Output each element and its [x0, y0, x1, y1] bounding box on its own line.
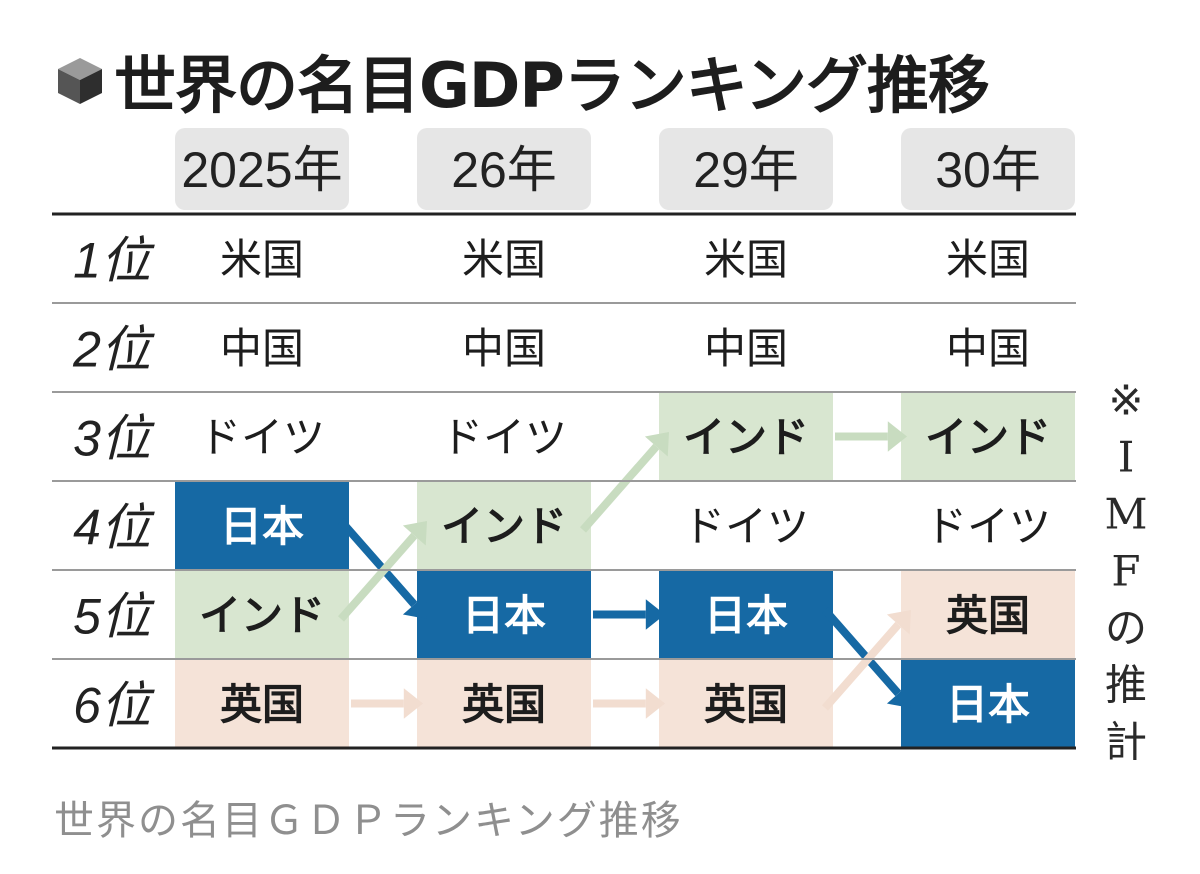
- uk-arrow: [821, 610, 911, 711]
- source-note-char: M: [1104, 490, 1147, 539]
- rank-label: 2位: [72, 322, 155, 378]
- table-cell-label: インド: [683, 413, 809, 462]
- table-cell-label: 米国: [220, 235, 304, 284]
- uk-arrow: [351, 688, 423, 719]
- rank-label: 5位: [73, 589, 155, 645]
- table-cell-label: ドイツ: [683, 502, 809, 551]
- highlight-cell: [659, 659, 833, 748]
- table-cell-label: 米国: [704, 235, 788, 284]
- highlight-cell: [417, 570, 591, 659]
- year-header-label: 29年: [693, 142, 799, 198]
- year-header-bg: [175, 128, 349, 210]
- table-cell-label: ドイツ: [199, 413, 325, 462]
- rank-label: 1位: [73, 233, 155, 289]
- highlight-cell: [175, 659, 349, 748]
- year-header-label: 30年: [935, 142, 1041, 198]
- japan-arrow: [821, 607, 911, 708]
- india-arrow: [337, 521, 427, 622]
- table-cell-label: 日本: [946, 680, 1030, 729]
- table-cell-label: ドイツ: [925, 502, 1051, 551]
- highlight-cell: [175, 570, 349, 659]
- rank-label: 3位: [73, 411, 155, 467]
- highlight-cell: [901, 392, 1075, 481]
- title-text: 世界の名目GDPランキング推移: [114, 49, 990, 122]
- india-arrow: [835, 421, 907, 452]
- table-cell-label: 中国: [462, 324, 546, 373]
- table-cell-label: 英国: [220, 680, 304, 729]
- source-note-char: の: [1105, 604, 1147, 653]
- table-cell-label: 米国: [462, 235, 546, 284]
- year-header-bg: [659, 128, 833, 210]
- year-header-bg: [417, 128, 591, 210]
- table-cell-label: インド: [925, 413, 1051, 462]
- chart-title: 世界の名目GDPランキング推移: [52, 38, 990, 122]
- japan-arrow: [593, 599, 665, 630]
- highlight-cell: [901, 659, 1075, 748]
- uk-arrow: [593, 688, 665, 719]
- cube-icon: [58, 58, 102, 104]
- year-header-label: 26年: [451, 142, 557, 198]
- table-cell-label: 米国: [946, 235, 1030, 284]
- highlight-cell: [659, 392, 833, 481]
- table-cell-label: 日本: [704, 591, 788, 640]
- source-note-char: ※: [1108, 376, 1143, 425]
- year-header-bg: [901, 128, 1075, 210]
- table-cell-label: 日本: [220, 502, 304, 551]
- table-cell-label: ドイツ: [441, 413, 567, 462]
- india-arrow: [579, 432, 669, 533]
- source-note-char: 推: [1105, 661, 1147, 710]
- source-note-char: I: [1118, 433, 1135, 482]
- table-cell-label: 中国: [220, 324, 304, 373]
- table-cell-label: インド: [441, 502, 567, 551]
- table-cell-label: インド: [199, 591, 325, 640]
- table-cell-label: 英国: [704, 680, 788, 729]
- table-cell-label: 中国: [946, 324, 1030, 373]
- table-cell-label: 中国: [704, 324, 788, 373]
- image-caption: 世界の名目ＧＤＰランキング推移: [54, 798, 683, 844]
- source-note-char: F: [1111, 547, 1140, 596]
- table-cell-label: 英国: [462, 680, 546, 729]
- source-note-char: 計: [1105, 718, 1147, 767]
- highlight-cell: [417, 659, 591, 748]
- highlight-cell: [901, 570, 1075, 659]
- highlight-cell: [659, 570, 833, 659]
- highlight-cell: [175, 481, 349, 570]
- table-cell-label: 日本: [462, 591, 546, 640]
- rank-label: 6位: [73, 678, 155, 734]
- year-header-label: 2025年: [181, 142, 342, 198]
- highlight-cell: [417, 481, 591, 570]
- rank-label: 4位: [73, 500, 155, 556]
- table-cell-label: 英国: [946, 591, 1030, 640]
- japan-arrow: [337, 518, 427, 619]
